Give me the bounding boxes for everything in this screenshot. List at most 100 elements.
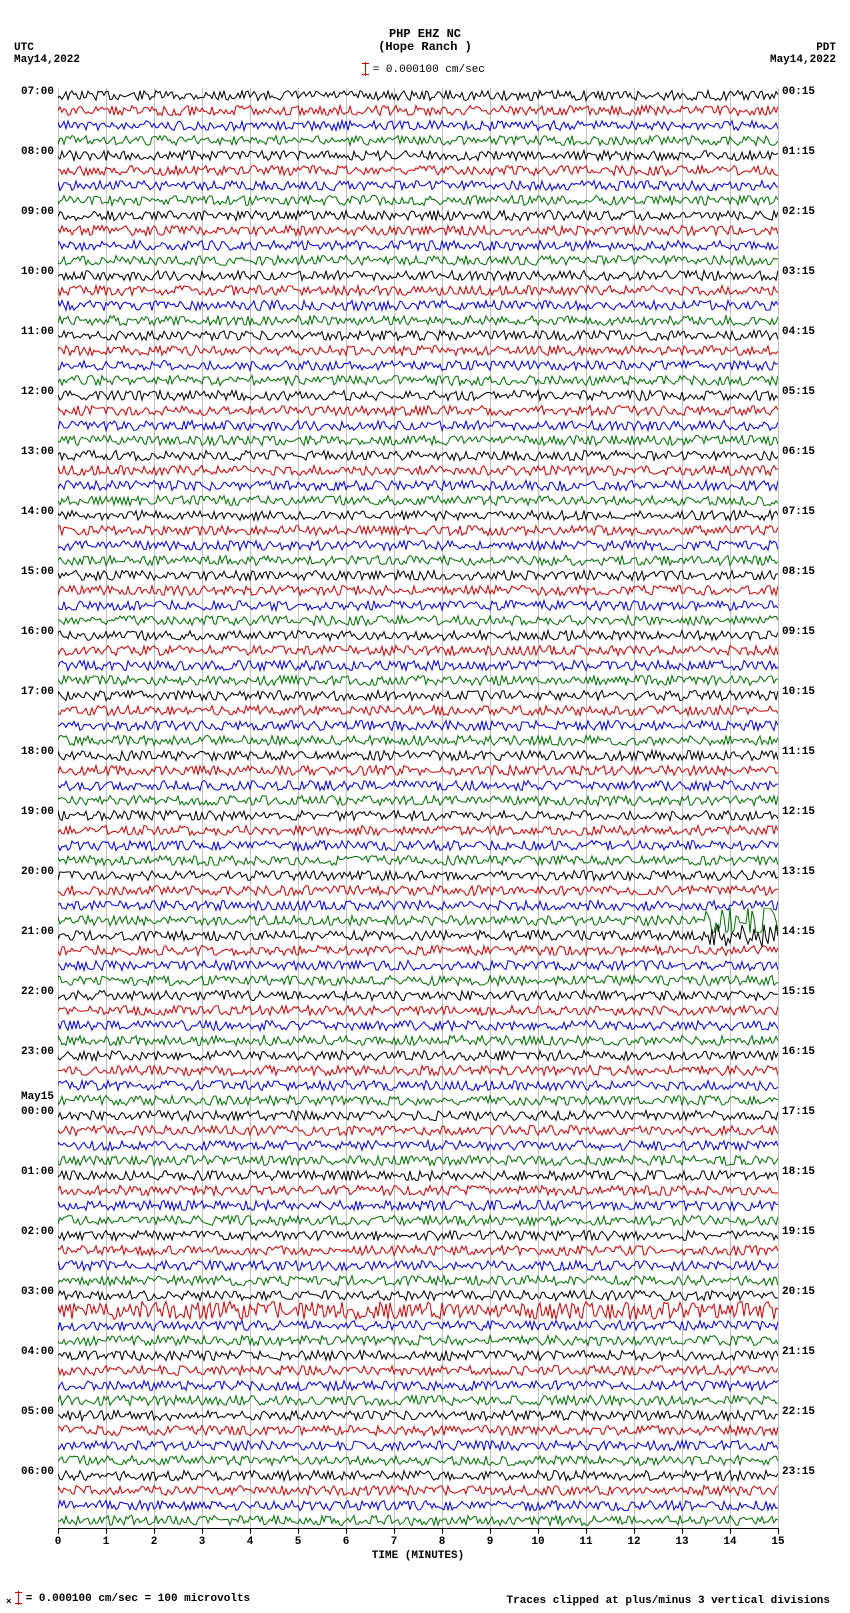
utc-time-label: 10:00 xyxy=(21,266,54,278)
x-tick xyxy=(490,1528,491,1534)
x-tick-label: 10 xyxy=(531,1536,544,1548)
x-axis-line xyxy=(58,1528,778,1529)
local-time-label: 04:15 xyxy=(782,326,815,338)
local-time-label: 22:15 xyxy=(782,1406,815,1418)
utc-time-label: 23:00 xyxy=(21,1046,54,1058)
utc-time-label: 03:00 xyxy=(21,1286,54,1298)
utc-time-label: 13:00 xyxy=(21,446,54,458)
local-time-label: 12:15 xyxy=(782,806,815,818)
x-tick-label: 5 xyxy=(295,1536,302,1548)
local-time-label: 21:15 xyxy=(782,1346,815,1358)
x-tick-label: 3 xyxy=(199,1536,206,1548)
utc-time-label: 16:00 xyxy=(21,626,54,638)
x-tick xyxy=(250,1528,251,1534)
x-tick-label: 9 xyxy=(487,1536,494,1548)
local-time-label: 06:15 xyxy=(782,446,815,458)
tz-right-name: PDT xyxy=(770,42,836,54)
utc-time-label: 08:00 xyxy=(21,146,54,158)
scale-legend: = 0.000100 cm/sec xyxy=(0,62,850,76)
footer-left-text: = 0.000100 cm/sec = 100 microvolts xyxy=(26,1593,250,1605)
x-tick-label: 11 xyxy=(579,1536,592,1548)
local-time-label: 23:15 xyxy=(782,1466,815,1478)
timezone-right: PDT May14,2022 xyxy=(770,42,836,66)
x-tick-label: 2 xyxy=(151,1536,158,1548)
local-time-label: 15:15 xyxy=(782,986,815,998)
tz-right-date: May14,2022 xyxy=(770,54,836,66)
gridline xyxy=(778,88,779,1528)
utc-time-label: 19:00 xyxy=(21,806,54,818)
x-tick xyxy=(682,1528,683,1534)
utc-time-label: 21:00 xyxy=(21,926,54,938)
x-tick-label: 1 xyxy=(103,1536,110,1548)
utc-time-label: 11:00 xyxy=(21,326,54,338)
x-tick-label: 6 xyxy=(343,1536,350,1548)
x-tick xyxy=(202,1528,203,1534)
utc-time-label: 15:00 xyxy=(21,566,54,578)
station-subtitle: (Hope Ranch ) xyxy=(0,41,850,54)
scale-legend-text: = 0.000100 cm/sec xyxy=(373,64,485,76)
x-tick-label: 7 xyxy=(391,1536,398,1548)
local-time-label: 20:15 xyxy=(782,1286,815,1298)
utc-time-label: 07:00 xyxy=(21,86,54,98)
utc-time-label: 05:00 xyxy=(21,1406,54,1418)
local-time-label: 19:15 xyxy=(782,1226,815,1238)
local-time-label: 01:15 xyxy=(782,146,815,158)
station-header: PHP EHZ NC (Hope Ranch ) xyxy=(0,28,850,54)
local-time-label: 02:15 xyxy=(782,206,815,218)
utc-time-label: 06:00 xyxy=(21,1466,54,1478)
utc-time-label: 09:00 xyxy=(21,206,54,218)
local-time-label: 05:15 xyxy=(782,386,815,398)
helicorder-plot: 07:0000:1508:0001:1509:0002:1510:0003:15… xyxy=(58,88,778,1528)
footer-right: Traces clipped at plus/minus 3 vertical … xyxy=(507,1595,830,1607)
local-time-label: 18:15 xyxy=(782,1166,815,1178)
local-time-label: 16:15 xyxy=(782,1046,815,1058)
utc-time-label: 22:00 xyxy=(21,986,54,998)
x-tick xyxy=(778,1528,779,1534)
x-tick xyxy=(394,1528,395,1534)
utc-time-label: 00:00 xyxy=(21,1106,54,1118)
x-tick xyxy=(730,1528,731,1534)
local-time-label: 14:15 xyxy=(782,926,815,938)
utc-time-label: 14:00 xyxy=(21,506,54,518)
local-time-label: 08:15 xyxy=(782,566,815,578)
x-tick xyxy=(538,1528,539,1534)
x-tick-label: 4 xyxy=(247,1536,254,1548)
x-tick xyxy=(58,1528,59,1534)
local-time-label: 00:15 xyxy=(782,86,815,98)
x-axis-title: TIME (MINUTES) xyxy=(58,1550,778,1562)
x-tick-label: 12 xyxy=(627,1536,640,1548)
x-tick xyxy=(346,1528,347,1534)
tz-left-name: UTC xyxy=(14,42,80,54)
x-tick xyxy=(106,1528,107,1534)
x-tick xyxy=(154,1528,155,1534)
utc-time-label: 02:00 xyxy=(21,1226,54,1238)
local-time-label: 07:15 xyxy=(782,506,815,518)
x-axis: TIME (MINUTES) 0123456789101112131415 xyxy=(58,1528,778,1568)
utc-time-label: 17:00 xyxy=(21,686,54,698)
trace-row xyxy=(58,1513,778,1528)
x-tick xyxy=(586,1528,587,1534)
local-time-label: 09:15 xyxy=(782,626,815,638)
timezone-left: UTC May14,2022 xyxy=(14,42,80,66)
x-tick-label: 14 xyxy=(723,1536,736,1548)
utc-time-label: 20:00 xyxy=(21,866,54,878)
x-tick xyxy=(298,1528,299,1534)
local-time-label: 11:15 xyxy=(782,746,815,758)
x-tick xyxy=(442,1528,443,1534)
x-tick-label: 0 xyxy=(55,1536,62,1548)
x-tick-label: 8 xyxy=(439,1536,446,1548)
utc-time-label: 18:00 xyxy=(21,746,54,758)
scale-bar-icon xyxy=(365,62,366,76)
utc-time-label: 04:00 xyxy=(21,1346,54,1358)
local-time-label: 13:15 xyxy=(782,866,815,878)
footer-left: × = 0.000100 cm/sec = 100 microvolts xyxy=(6,1591,250,1607)
x-tick xyxy=(634,1528,635,1534)
scale-bar-icon xyxy=(18,1591,19,1605)
utc-time-label: 01:00 xyxy=(21,1166,54,1178)
local-time-label: 03:15 xyxy=(782,266,815,278)
local-time-label: 17:15 xyxy=(782,1106,815,1118)
utc-time-label: 12:00 xyxy=(21,386,54,398)
x-tick-label: 13 xyxy=(675,1536,688,1548)
tz-left-date: May14,2022 xyxy=(14,54,80,66)
local-time-label: 10:15 xyxy=(782,686,815,698)
